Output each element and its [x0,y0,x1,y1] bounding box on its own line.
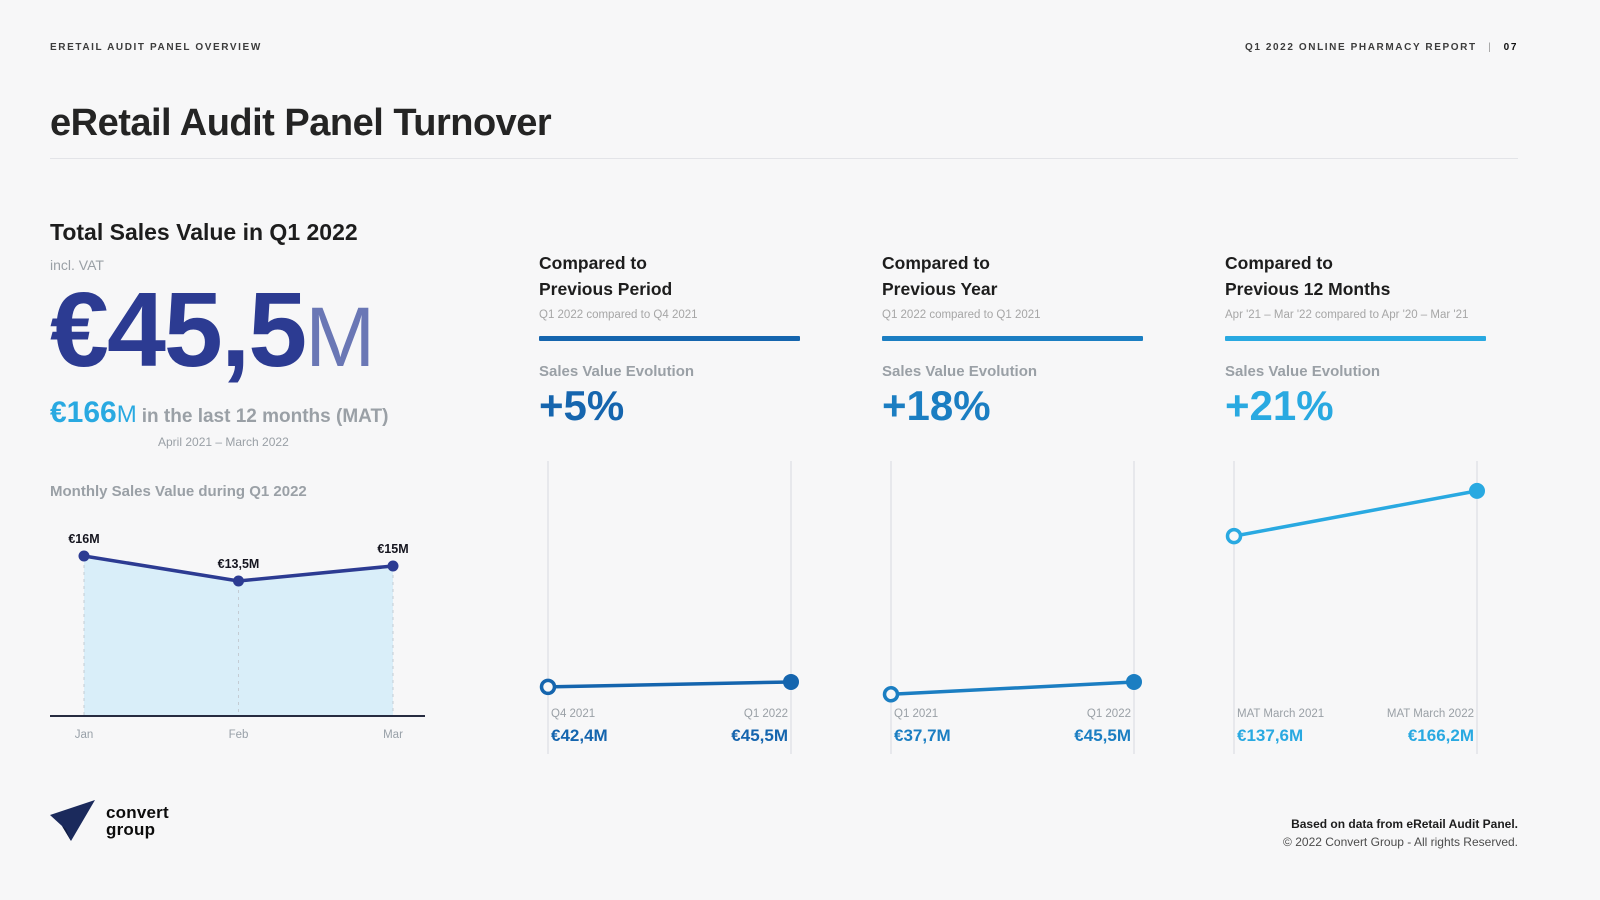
mat-amount: €166 [50,396,117,430]
data-source-note: Based on data from eRetail Audit Panel. [1291,817,1518,831]
comparison-card-previous-12-months: Compared to Previous 12 Months Apr '21 –… [1225,250,1486,765]
comparison-subtitle: Q1 2022 compared to Q1 2021 [882,309,1041,321]
report-title-pagination: Q1 2022 ONLINE PHARMACY REPORT | 07 [1245,42,1518,53]
point-value: €45,5M [1074,726,1131,745]
total-sales-value: €45,5M [50,274,480,386]
page-number: 07 [1503,42,1518,53]
vat-note: incl. VAT [50,257,104,273]
monthly-chart-heading: Monthly Sales Value during Q1 2022 [50,483,307,501]
metric-label: Sales Value Evolution [882,363,1038,380]
svg-text:€13,5M: €13,5M [218,557,260,571]
total-sales-heading: Total Sales Value in Q1 2022 [50,219,358,245]
chart-point-left: Q1 2021 €37,7M [894,708,951,746]
svg-text:€16M: €16M [68,532,99,546]
report-section-label: ERETAIL AUDIT PANEL OVERVIEW [50,42,262,53]
chart-point-right: Q1 2022 €45,5M [1074,708,1131,746]
chart-point-labels: Q4 2021 €42,4M Q1 2022 €45,5M [551,708,788,746]
svg-text:Jan: Jan [75,729,94,741]
total-sales-amount: €45,5 [50,271,307,389]
comparison-chart [882,461,1142,754]
point-value: €137,6M [1237,726,1304,745]
convert-group-arrow-icon [50,800,95,841]
point-category: Q4 2021 [551,708,596,720]
metric-value: +21% [1225,382,1334,429]
comparison-chart [539,461,799,754]
point-category: Q1 2022 [743,708,788,720]
convert-group-logo: convert group [50,800,169,842]
separator: | [1488,42,1493,53]
point-category: MAT March 2022 [1386,708,1474,720]
comparison-title: Compared to Previous Year [882,250,1143,302]
title-divider [50,158,1518,159]
point-value: €37,7M [894,726,951,745]
total-sales-unit: M [305,290,375,384]
mat-unit: M [116,401,137,429]
comparison-title: Compared to Previous Period [539,250,800,302]
point-value: €45,5M [731,726,788,745]
chart-point-right: MAT March 2022 €166,2M [1387,708,1474,746]
point-category: Q1 2022 [1086,708,1131,720]
logo-text: convert group [106,804,169,838]
copyright-note: © 2022 Convert Group - All rights Reserv… [1283,835,1518,849]
accent-bar [1225,336,1486,341]
comparison-subtitle: Q1 2022 compared to Q4 2021 [539,309,698,321]
chart-point-labels: MAT March 2021 €137,6M MAT March 2022 €1… [1237,708,1474,746]
logo-text-line1: convert [106,803,169,822]
page-title: eRetail Audit Panel Turnover [50,102,552,144]
point-category: MAT March 2021 [1237,708,1325,720]
report-title: Q1 2022 ONLINE PHARMACY REPORT [1244,42,1477,53]
accent-bar [882,336,1143,341]
metric-label: Sales Value Evolution [1225,363,1381,380]
comparison-title-line2: Previous Year [882,279,998,299]
svg-text:Feb: Feb [229,729,249,741]
comparisons-row: Compared to Previous Period Q1 2022 comp… [539,250,1486,765]
svg-text:Mar: Mar [383,729,403,741]
comparison-title-line2: Previous 12 Months [1225,279,1391,299]
comparison-subtitle: Apr '21 – Mar '22 compared to Apr '20 – … [1225,309,1469,321]
monthly-sales-chart: €16M €13,5M €15M Jan Feb Mar [50,532,425,741]
comparison-title-line2: Previous Period [539,279,673,299]
comparison-title-line1: Compared to [1225,253,1333,273]
comparison-title: Compared to Previous 12 Months [1225,250,1486,302]
chart-point-left: Q4 2021 €42,4M [551,708,608,746]
mat-value-line: €166M in the last 12 months (MAT) [50,396,480,430]
footer-note: Based on data from eRetail Audit Panel. … [1283,817,1518,849]
metric-value: +18% [882,382,991,429]
logo-text-line2: group [106,820,156,839]
chart-point-left: MAT March 2021 €137,6M [1237,708,1324,746]
mat-description: in the last 12 months (MAT) [141,406,389,428]
chart-point-labels: Q1 2021 €37,7M Q1 2022 €45,5M [894,708,1131,746]
point-value: €166,2M [1407,726,1474,745]
point-category: Q1 2021 [894,708,939,720]
chart-point-right: Q1 2022 €45,5M [731,708,788,746]
mat-period: April 2021 – March 2022 [158,435,289,450]
comparison-chart [1225,461,1485,754]
accent-bar [539,336,800,341]
total-sales-section: Total Sales Value in Q1 2022 incl. VAT €… [50,219,480,746]
metric-label: Sales Value Evolution [539,363,695,380]
header: ERETAIL AUDIT PANEL OVERVIEW Q1 2022 ONL… [50,42,1518,53]
point-value: €42,4M [551,726,608,745]
svg-text:€15M: €15M [377,542,408,556]
comparison-title-line1: Compared to [539,253,647,273]
comparison-card-previous-period: Compared to Previous Period Q1 2022 comp… [539,250,800,765]
metric-value: +5% [539,382,625,429]
comparison-card-previous-year: Compared to Previous Year Q1 2022 compar… [882,250,1143,765]
comparison-title-line1: Compared to [882,253,990,273]
